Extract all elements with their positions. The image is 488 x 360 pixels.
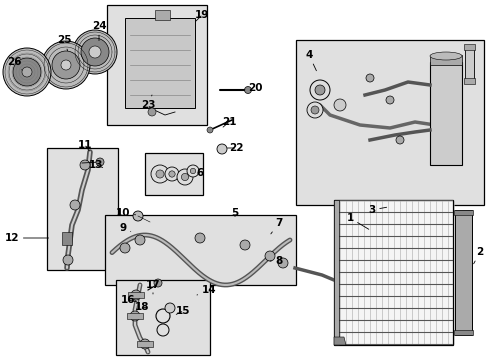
Circle shape bbox=[133, 211, 142, 221]
Circle shape bbox=[73, 30, 117, 74]
Circle shape bbox=[70, 200, 80, 210]
Circle shape bbox=[264, 251, 274, 261]
Circle shape bbox=[190, 168, 195, 174]
Bar bbox=[127, 313, 142, 319]
Bar bbox=[295, 40, 483, 205]
Text: 5: 5 bbox=[231, 208, 238, 218]
Text: 19: 19 bbox=[194, 10, 209, 21]
Text: 2: 2 bbox=[473, 247, 483, 264]
Text: 1: 1 bbox=[346, 213, 368, 229]
Bar bbox=[453, 330, 472, 335]
Circle shape bbox=[278, 258, 287, 268]
Circle shape bbox=[306, 102, 323, 118]
Circle shape bbox=[365, 74, 373, 82]
Circle shape bbox=[52, 51, 80, 79]
Circle shape bbox=[186, 165, 199, 177]
Text: 20: 20 bbox=[244, 83, 262, 93]
Text: 21: 21 bbox=[221, 117, 236, 127]
Circle shape bbox=[164, 303, 175, 313]
Circle shape bbox=[314, 85, 325, 95]
Bar bbox=[463, 78, 474, 84]
Circle shape bbox=[154, 279, 162, 287]
Circle shape bbox=[310, 106, 318, 114]
Circle shape bbox=[395, 136, 403, 144]
Bar bbox=[47, 148, 118, 270]
Circle shape bbox=[61, 60, 71, 70]
Polygon shape bbox=[333, 337, 346, 345]
Text: 14: 14 bbox=[197, 285, 216, 295]
Circle shape bbox=[206, 127, 213, 133]
Text: 18: 18 bbox=[135, 302, 149, 312]
Text: 7: 7 bbox=[270, 218, 282, 234]
Text: 25: 25 bbox=[57, 35, 71, 51]
Bar bbox=[464, 47, 473, 80]
Circle shape bbox=[385, 96, 393, 104]
Text: 24: 24 bbox=[92, 21, 106, 41]
Bar bbox=[62, 232, 72, 245]
Circle shape bbox=[217, 144, 226, 154]
Bar bbox=[429, 55, 461, 65]
Text: 16: 16 bbox=[121, 295, 136, 305]
Circle shape bbox=[13, 58, 41, 86]
Circle shape bbox=[63, 255, 73, 265]
Text: 17: 17 bbox=[145, 280, 160, 294]
Circle shape bbox=[3, 48, 51, 96]
Text: 22: 22 bbox=[227, 143, 243, 153]
Text: 12: 12 bbox=[5, 233, 48, 243]
Text: 11: 11 bbox=[78, 140, 92, 151]
Circle shape bbox=[177, 169, 193, 185]
Bar bbox=[145, 153, 203, 195]
Bar bbox=[453, 210, 472, 215]
Circle shape bbox=[181, 174, 188, 181]
Bar bbox=[107, 5, 206, 125]
Circle shape bbox=[140, 339, 150, 349]
Bar bbox=[105, 215, 295, 285]
Text: 15: 15 bbox=[175, 306, 190, 316]
Bar bbox=[454, 210, 471, 335]
Circle shape bbox=[244, 86, 251, 94]
Text: 4: 4 bbox=[305, 50, 316, 71]
Circle shape bbox=[120, 243, 130, 253]
Circle shape bbox=[164, 167, 179, 181]
Text: 8: 8 bbox=[269, 256, 282, 266]
Text: 3: 3 bbox=[367, 205, 386, 215]
Text: 13: 13 bbox=[88, 160, 103, 170]
Circle shape bbox=[309, 80, 329, 100]
Bar bbox=[116, 280, 209, 355]
Bar bbox=[333, 200, 452, 345]
Text: 6: 6 bbox=[196, 168, 203, 178]
Ellipse shape bbox=[429, 52, 461, 60]
Circle shape bbox=[131, 290, 141, 300]
Text: 26: 26 bbox=[7, 57, 22, 70]
Text: 23: 23 bbox=[141, 95, 155, 110]
Bar bbox=[155, 10, 170, 20]
Circle shape bbox=[42, 41, 90, 89]
Circle shape bbox=[130, 311, 140, 321]
Circle shape bbox=[80, 160, 90, 170]
Text: 10: 10 bbox=[116, 208, 135, 218]
Circle shape bbox=[22, 67, 32, 77]
Circle shape bbox=[96, 158, 104, 166]
Circle shape bbox=[156, 170, 163, 178]
Bar bbox=[463, 44, 474, 50]
Circle shape bbox=[151, 165, 169, 183]
Bar bbox=[125, 18, 195, 108]
Bar bbox=[128, 292, 143, 298]
Circle shape bbox=[240, 240, 249, 250]
Circle shape bbox=[195, 233, 204, 243]
Circle shape bbox=[135, 235, 145, 245]
Circle shape bbox=[81, 38, 109, 66]
Circle shape bbox=[168, 171, 175, 177]
Circle shape bbox=[89, 46, 101, 58]
Bar bbox=[137, 341, 153, 347]
Bar bbox=[429, 62, 461, 165]
Circle shape bbox=[333, 99, 346, 111]
Bar bbox=[333, 200, 338, 345]
Circle shape bbox=[148, 108, 156, 116]
Text: 9: 9 bbox=[119, 223, 130, 233]
